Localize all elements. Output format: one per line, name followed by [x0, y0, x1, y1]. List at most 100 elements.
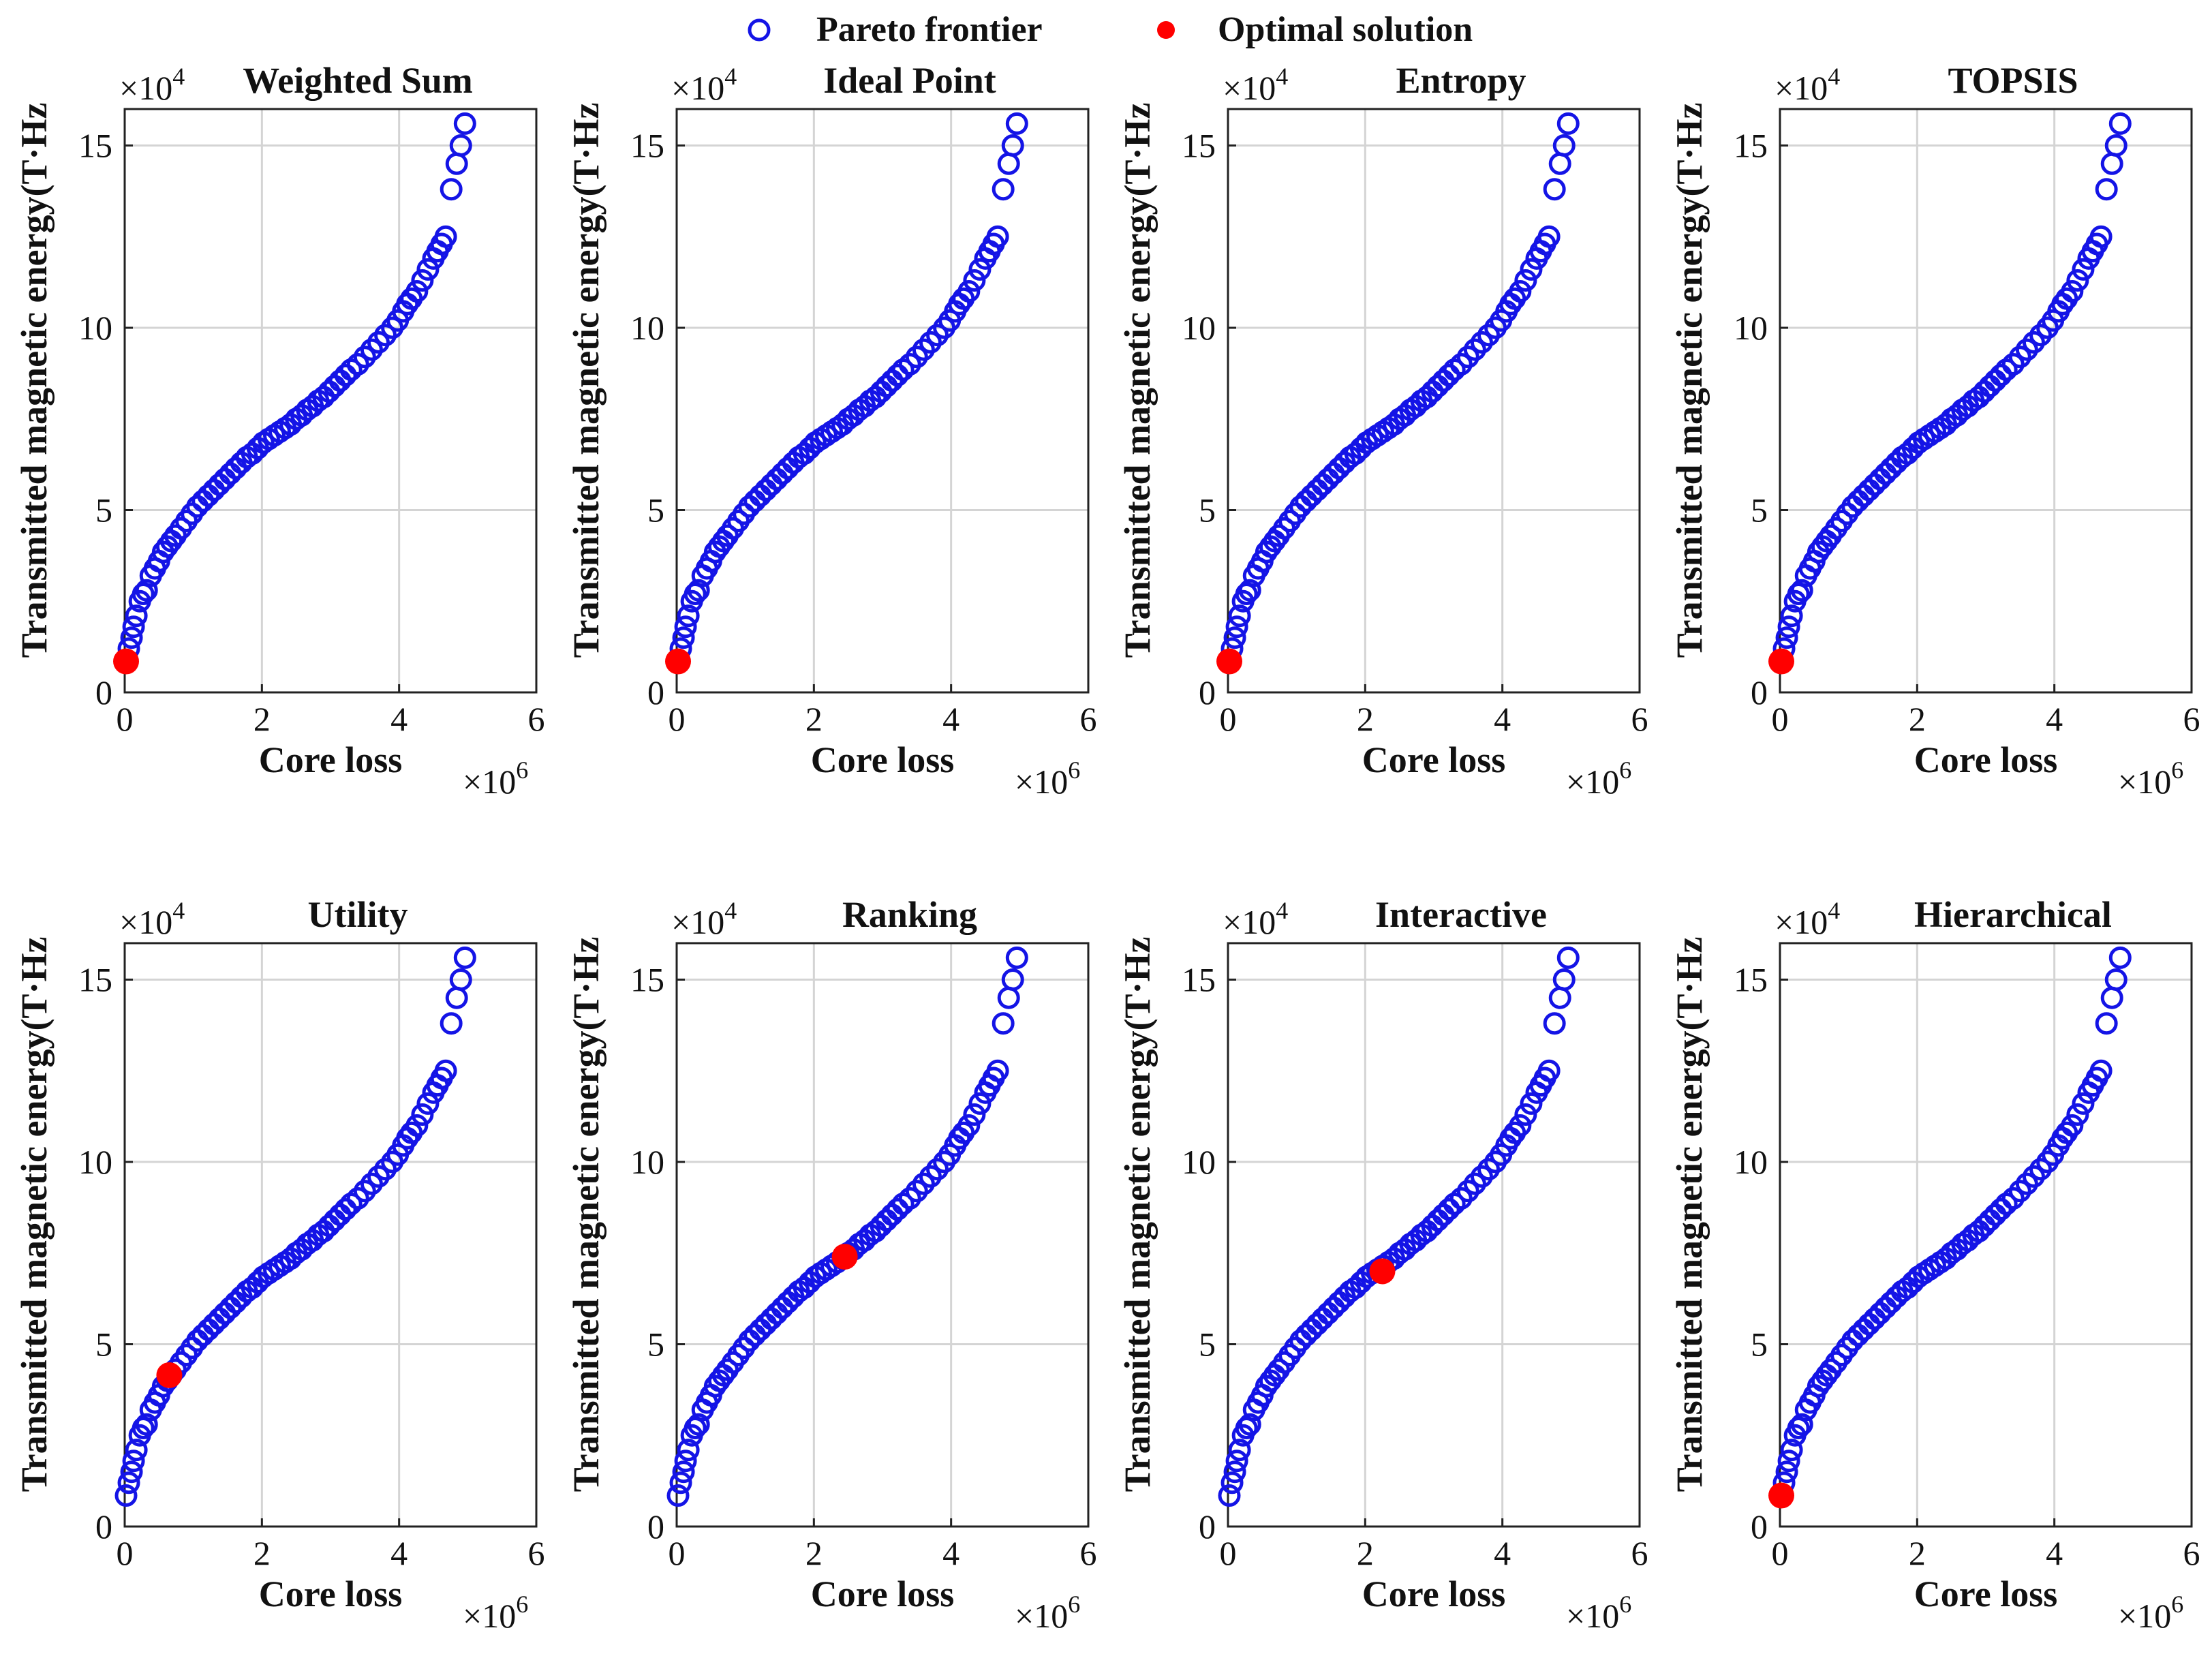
pareto-point: [1317, 467, 1340, 491]
subplot-title: Utility: [308, 894, 408, 935]
pareto-point: [411, 1103, 434, 1126]
pareto-point: [323, 375, 346, 398]
pareto-point: [197, 1318, 220, 1341]
y-tick-label: 15: [1734, 961, 1768, 999]
y-tick-label: 5: [1199, 1325, 1216, 1364]
plot-frame: [675, 108, 1090, 694]
y-axis-multiplier: ×104: [671, 63, 737, 107]
optimal-solution-point: [831, 1244, 858, 1270]
pareto-point: [453, 112, 476, 135]
pareto-point: [440, 178, 463, 201]
pareto-point: [2095, 178, 2118, 201]
y-axis-label: Transmitted magnetic energy(T·Hz: [1669, 937, 1710, 1492]
x-tick-label: 6: [1080, 700, 1097, 738]
pareto-point: [1426, 1209, 1449, 1232]
pareto-point: [1437, 1198, 1460, 1221]
pareto-point: [125, 604, 148, 628]
plot-frame: [675, 942, 1090, 1528]
pareto-point: [776, 457, 799, 480]
pareto-point: [1520, 1092, 1543, 1115]
pareto-point: [880, 369, 904, 393]
pareto-point: [1223, 626, 1246, 649]
y-multiplier-base: ×10: [1775, 69, 1828, 107]
pareto-point: [749, 1318, 772, 1341]
pareto-point: [1477, 1158, 1501, 1181]
x-tick-label: 6: [528, 1534, 545, 1572]
y-multiplier-base: ×10: [671, 69, 724, 107]
pareto-point: [1869, 1302, 1892, 1325]
x-tick-label: 0: [1220, 1534, 1237, 1572]
y-tick-label: 10: [1734, 1143, 1768, 1181]
pareto-point: [197, 484, 220, 507]
x-axis-multiplier: ×106: [1566, 1591, 1631, 1635]
pareto-point: [898, 1187, 921, 1210]
pareto-point: [765, 1302, 788, 1325]
pareto-point: [1005, 946, 1028, 969]
pareto-point: [2022, 1165, 2045, 1188]
y-tick-label: 10: [1182, 1143, 1216, 1181]
pareto-point: [683, 1417, 707, 1440]
pareto-point: [997, 152, 1020, 175]
pareto-point: [1456, 346, 1479, 369]
x-tick-label: 4: [942, 1534, 959, 1572]
plot-frame: [1227, 108, 1641, 694]
pareto-point: [224, 1291, 247, 1314]
legend-pareto-label: Pareto frontier: [816, 10, 1043, 49]
subplot-4: 0 2 4 6 0 5 10 15 Core loss Transmitted magnetic …: [1669, 60, 2200, 801]
pareto-point: [1005, 112, 1028, 135]
plot-frame: [123, 108, 538, 694]
y-tick-label: 10: [78, 1143, 112, 1181]
pareto-point: [1858, 1313, 1881, 1336]
pareto-point: [2008, 346, 2031, 369]
subplot-title: Entropy: [1396, 60, 1526, 101]
y-axis-multiplier: ×104: [1775, 897, 1840, 941]
pareto-point: [1863, 1307, 1886, 1330]
x-tick-label: 4: [1494, 700, 1511, 738]
pareto-point: [1790, 1413, 1813, 1436]
pareto-point: [360, 1172, 383, 1195]
pareto-point: [1235, 1417, 1258, 1440]
pareto-point: [2008, 1180, 2031, 1203]
pareto-point: [1520, 258, 1543, 281]
pareto-point: [2061, 1114, 2084, 1137]
pareto-point: [1537, 225, 1561, 248]
pareto-point: [1317, 1302, 1340, 1325]
y-multiplier-exponent: 4: [172, 63, 185, 90]
plot-frame: [1227, 942, 1641, 1528]
pareto-point: [1463, 338, 1486, 361]
y-axis-multiplier: ×104: [1223, 63, 1288, 107]
pareto-point: [669, 1471, 692, 1494]
pareto-point: [992, 1012, 1015, 1035]
y-multiplier-exponent: 4: [724, 897, 737, 924]
y-axis-multiplier: ×104: [1775, 63, 1840, 107]
pareto-point: [1879, 457, 1903, 480]
pareto-point: [1989, 1198, 2012, 1221]
pareto-point: [1780, 604, 1803, 628]
pareto-point: [926, 324, 949, 347]
pareto-point: [957, 1114, 981, 1137]
y-tick-label: 15: [630, 961, 664, 999]
x-multiplier-base: ×10: [1015, 1597, 1068, 1635]
pareto-point: [1548, 152, 1571, 175]
pareto-point: [1556, 112, 1580, 135]
optimal-solution-point: [1768, 1482, 1795, 1509]
y-tick-label: 15: [78, 961, 112, 999]
pareto-point: [1449, 1187, 1473, 1210]
x-tick-label: 0: [669, 1534, 686, 1572]
pareto-point: [912, 338, 935, 361]
subplot-title: Weighted Sum: [243, 60, 473, 101]
pareto-point: [1874, 1296, 1897, 1319]
pareto-point: [440, 1012, 463, 1035]
pareto-point: [2061, 280, 2084, 303]
pareto-point: [1225, 615, 1248, 639]
x-tick-label: 4: [942, 700, 959, 738]
pareto-series: [1770, 112, 2132, 673]
x-tick-label: 6: [528, 700, 545, 738]
x-axis-label: Core loss: [811, 739, 955, 780]
pareto-point: [453, 946, 476, 969]
y-multiplier-base: ×10: [119, 903, 172, 941]
pareto-point: [986, 1059, 1009, 1082]
pareto-point: [677, 604, 700, 628]
pareto-point: [1322, 1296, 1345, 1319]
pareto-point: [754, 1313, 778, 1336]
